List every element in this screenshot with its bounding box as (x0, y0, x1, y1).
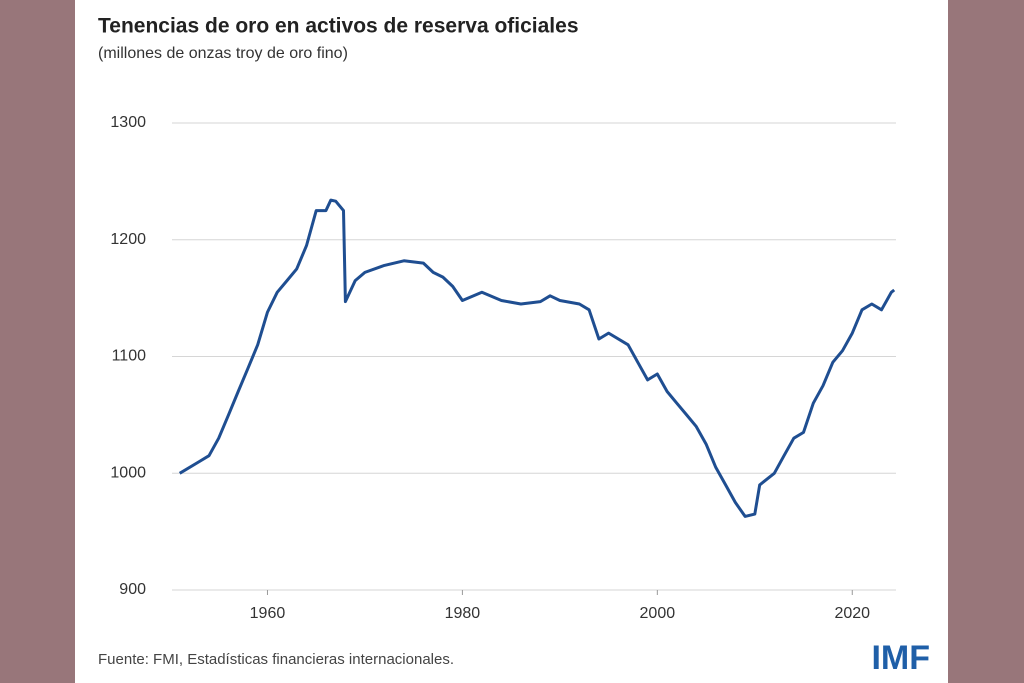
source: Fuente: FMI, Estadísticas financieras in… (98, 651, 454, 668)
x-tick-label: 1980 (445, 605, 481, 622)
chart-title: Tenencias de oro en activos de reserva o… (98, 15, 579, 38)
logo: IMF (871, 639, 930, 677)
y-tick-label: 1200 (110, 231, 146, 248)
chart-subtitle: (millones de onzas troy de oro fino) (98, 45, 348, 62)
panel (75, 0, 948, 683)
y-tick-label: 1000 (110, 464, 146, 481)
line-series (178, 198, 896, 518)
x-tick-label: 2020 (834, 605, 870, 622)
y-tick-label: 1100 (112, 348, 147, 365)
y-tick-label: 1300 (110, 114, 146, 131)
x-tick-label: 1960 (250, 605, 286, 622)
y-tick-label: 900 (119, 581, 146, 598)
x-tick-label: 2000 (640, 605, 676, 622)
